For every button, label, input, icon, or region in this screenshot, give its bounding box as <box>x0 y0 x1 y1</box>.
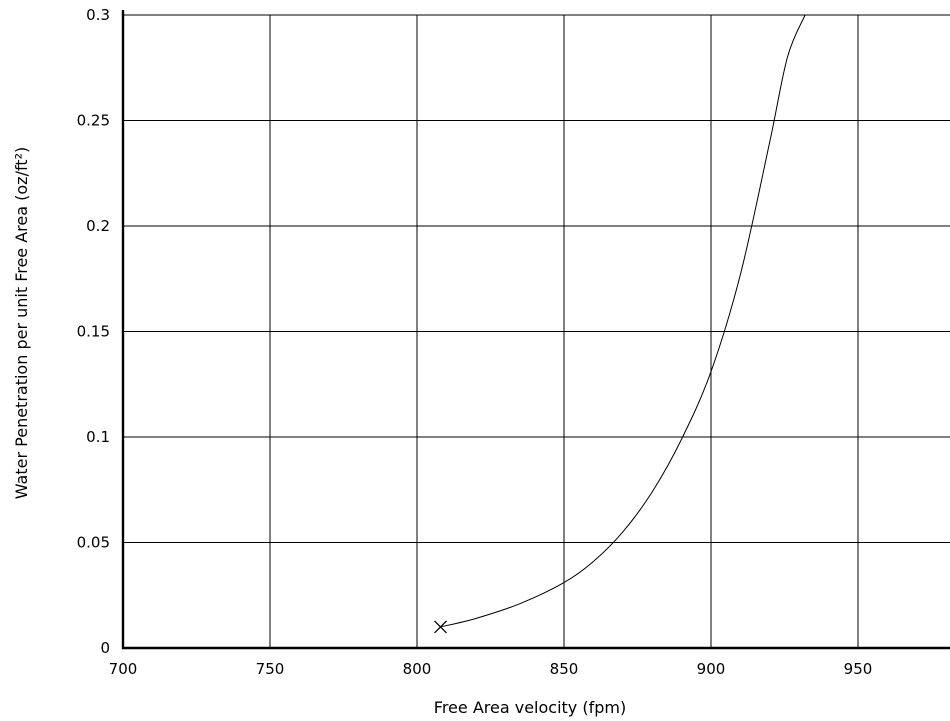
x-tick-labels: 700 750 800 850 900 950 <box>109 660 873 678</box>
x-tick-label: 950 <box>844 660 873 678</box>
y-tick-label: 0.15 <box>77 323 110 341</box>
grid-lines <box>123 14 950 648</box>
x-tick-label: 750 <box>256 660 285 678</box>
y-tick-label: 0.1 <box>86 428 110 446</box>
x-tick-label: 850 <box>550 660 579 678</box>
y-axis-title: Water Penetration per unit Free Area (oz… <box>12 147 31 499</box>
series-group <box>434 14 806 634</box>
y-tick-label: 0.05 <box>77 534 110 552</box>
axes <box>121 10 950 650</box>
x-axis-title: Free Area velocity (fpm) <box>434 698 626 717</box>
marker-stroke <box>434 620 447 634</box>
y-tick-labels: 0 0.05 0.1 0.15 0.2 0.25 0.3 <box>77 6 110 657</box>
x-tick-label: 800 <box>403 660 432 678</box>
y-tick-label: 0.2 <box>86 217 110 235</box>
x-tick-label: 900 <box>697 660 726 678</box>
x-tick-label: 700 <box>109 660 138 678</box>
y-tick-label: 0.25 <box>77 112 110 130</box>
y-tick-label: 0 <box>100 639 110 657</box>
series-line <box>440 14 806 628</box>
data-point-marker <box>434 620 447 634</box>
y-tick-label: 0.3 <box>86 6 110 24</box>
